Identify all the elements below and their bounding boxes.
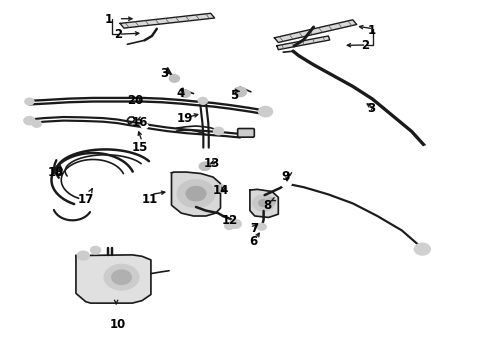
Circle shape: [25, 98, 34, 105]
Circle shape: [253, 195, 274, 211]
Circle shape: [422, 146, 434, 154]
Text: 16: 16: [131, 116, 148, 129]
Text: 20: 20: [126, 94, 143, 107]
Text: 2: 2: [361, 39, 369, 51]
Text: 14: 14: [212, 184, 229, 197]
Circle shape: [198, 98, 207, 104]
Text: 2: 2: [115, 28, 122, 41]
Text: 1: 1: [368, 24, 375, 37]
Circle shape: [32, 121, 41, 127]
Circle shape: [259, 107, 272, 117]
Text: 4: 4: [176, 87, 184, 100]
Circle shape: [234, 87, 246, 96]
Text: 13: 13: [203, 157, 220, 170]
Circle shape: [327, 173, 339, 181]
Circle shape: [141, 123, 148, 129]
Text: 15: 15: [131, 141, 148, 154]
Circle shape: [214, 127, 223, 135]
Circle shape: [229, 220, 241, 228]
Circle shape: [170, 75, 179, 82]
Polygon shape: [172, 172, 220, 216]
Circle shape: [259, 199, 269, 207]
Circle shape: [180, 90, 190, 97]
Text: 19: 19: [177, 112, 194, 125]
Circle shape: [281, 180, 291, 187]
Text: 6: 6: [250, 235, 258, 248]
Polygon shape: [277, 36, 330, 50]
Text: 3: 3: [160, 67, 168, 80]
Circle shape: [266, 198, 275, 205]
Circle shape: [199, 162, 210, 170]
Circle shape: [91, 247, 100, 254]
Circle shape: [104, 265, 139, 290]
Circle shape: [112, 270, 131, 284]
Text: 11: 11: [141, 193, 158, 206]
Text: 18: 18: [48, 166, 65, 179]
Circle shape: [257, 224, 266, 230]
Text: 3: 3: [368, 102, 375, 114]
Polygon shape: [250, 189, 278, 217]
Text: 17: 17: [77, 193, 94, 206]
Circle shape: [77, 251, 89, 260]
Text: 5: 5: [230, 89, 238, 102]
Polygon shape: [120, 13, 215, 28]
Text: 7: 7: [250, 222, 258, 235]
Circle shape: [186, 186, 206, 201]
Polygon shape: [274, 20, 357, 42]
Text: 1: 1: [105, 13, 113, 26]
Circle shape: [225, 223, 234, 229]
Circle shape: [415, 243, 430, 255]
Circle shape: [177, 180, 215, 207]
Circle shape: [217, 185, 226, 192]
Circle shape: [24, 117, 35, 125]
Text: 12: 12: [221, 214, 238, 227]
Polygon shape: [76, 255, 151, 303]
Text: 9: 9: [281, 170, 289, 183]
Text: 8: 8: [263, 199, 271, 212]
Text: 10: 10: [109, 318, 126, 331]
FancyBboxPatch shape: [238, 129, 254, 137]
